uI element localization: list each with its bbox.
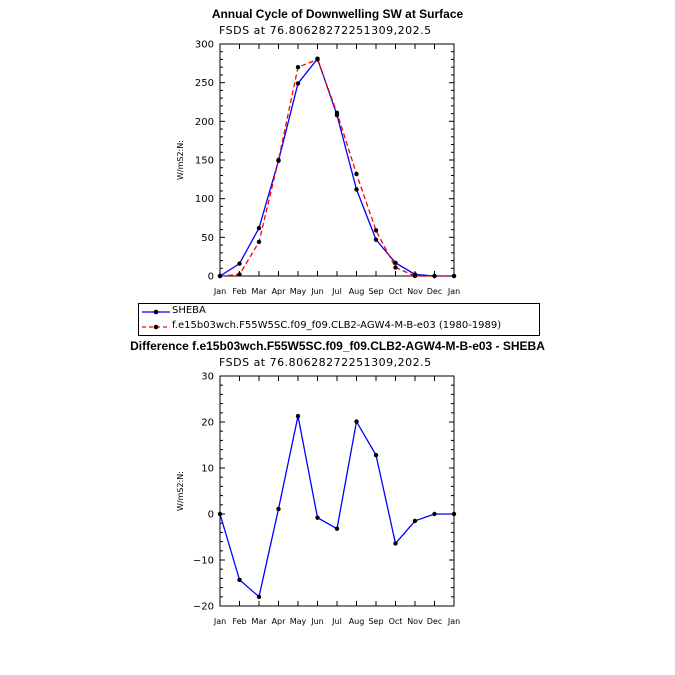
chart2-series-1-point bbox=[373, 452, 379, 458]
chart1-series-1-point bbox=[373, 237, 379, 242]
chart2-xtick-label: Jul bbox=[331, 617, 342, 626]
chart1-series-1-point bbox=[256, 225, 262, 231]
chart2-series-1-point bbox=[354, 419, 359, 424]
chart1-xtick-label: Feb bbox=[232, 287, 246, 296]
chart1-xtick-label: Mar bbox=[251, 287, 267, 296]
legend-marker-sheba bbox=[142, 309, 170, 315]
chart1-series-1-point bbox=[354, 187, 359, 192]
chart1-series-2-point bbox=[276, 157, 281, 163]
chart1-ytick-label: 100 bbox=[195, 194, 214, 205]
chart1-series-2-point bbox=[237, 272, 242, 277]
chart1-xtick-label: Dec bbox=[427, 287, 442, 296]
chart2-plot-frame bbox=[219, 375, 455, 607]
chart1-series-1-point bbox=[295, 81, 301, 86]
chart2-series-1-point bbox=[451, 511, 457, 517]
chart1-series-2-point bbox=[295, 65, 301, 70]
chart1-title: Annual Cycle of Downwelling SW at Surfac… bbox=[211, 7, 464, 21]
chart2-series-1-line bbox=[219, 415, 454, 599]
chart2-ytick-label: −20 bbox=[193, 602, 214, 613]
chart1-ytick-label: 300 bbox=[195, 40, 214, 51]
chart1-xtick-label: Apr bbox=[272, 287, 287, 296]
chart2-xtick-label: Jan bbox=[447, 617, 460, 626]
chart2-series-1-point bbox=[217, 511, 223, 517]
chart2-xtick-label: Sep bbox=[368, 617, 383, 626]
chart1-series-2-point bbox=[393, 265, 398, 270]
chart2-xtick-label: Dec bbox=[427, 617, 442, 626]
chart2-xtick-label: Aug bbox=[349, 617, 365, 626]
chart1-series-2-point bbox=[432, 273, 437, 279]
chart1-series-2-line bbox=[219, 58, 454, 277]
chart1-xtick-label: Jan bbox=[213, 287, 226, 296]
chart1-xtick-label: Jun bbox=[310, 287, 324, 296]
chart1-ytick-label: 0 bbox=[208, 272, 214, 283]
chart2-series-1-point bbox=[334, 526, 340, 531]
chart1-xtick-label: Sep bbox=[368, 287, 383, 296]
chart2-xtick-label: Feb bbox=[232, 617, 246, 626]
chart1-xtick-label: Oct bbox=[389, 287, 403, 296]
chart1-xtick-label: Nov bbox=[407, 287, 423, 296]
chart1-subtitle: FSDS at 76.80628272251309,202.5 bbox=[219, 24, 432, 37]
chart2-series-1-point bbox=[237, 577, 242, 582]
chart1-series-2-point bbox=[256, 239, 262, 245]
chart1-series-2-point bbox=[412, 273, 418, 279]
chart2-ytick-label: 20 bbox=[201, 418, 214, 429]
chart2-xtick-label: Jun bbox=[310, 617, 324, 626]
chart2-xtick-label: Jan bbox=[213, 617, 226, 626]
chart2-series-1-point bbox=[295, 413, 301, 419]
chart1-series-1-point bbox=[393, 260, 398, 266]
chart2-ytick-label: 30 bbox=[201, 372, 214, 383]
chart2-series-1-point bbox=[315, 515, 320, 520]
chart2-xtick-label: May bbox=[290, 617, 307, 626]
chart1-ylabel: W/mS2:N: bbox=[176, 140, 185, 180]
chart2-series-1-point bbox=[256, 594, 262, 599]
legend-item-sheba: SHEBA bbox=[139, 305, 537, 319]
chart1-xtick-label: Jul bbox=[331, 287, 342, 296]
chart2-subtitle: FSDS at 76.80628272251309,202.5 bbox=[219, 356, 432, 369]
legend-label-model: f.e15b03wch.F55W5SC.f09_f09.CLB2-AGW4-M-… bbox=[172, 320, 502, 331]
chart1-series-2-point bbox=[315, 57, 320, 62]
chart2-ytick-label: −10 bbox=[193, 556, 214, 567]
chart1-plot-frame bbox=[219, 43, 455, 277]
chart1-series-2-point bbox=[217, 273, 223, 279]
chart2-ylabel: W/mS2:N: bbox=[176, 471, 185, 511]
chart2-title: Difference f.e15b03wch.F55W5SC.f09_f09.C… bbox=[130, 339, 545, 353]
chart2-xtick-label: Apr bbox=[272, 617, 287, 626]
chart2-xtick-label: Mar bbox=[251, 617, 267, 626]
chart2-series-1-point bbox=[412, 518, 418, 524]
chart2-ytick-label: 0 bbox=[208, 510, 214, 521]
chart1-ytick-label: 150 bbox=[195, 156, 214, 167]
chart1-xtick-label: Aug bbox=[349, 287, 365, 296]
legend: SHEBA f.e15b03wch.F55W5SC.f09_f09.CLB2-A… bbox=[138, 303, 540, 336]
chart2-xtick-label: Nov bbox=[407, 617, 423, 626]
chart1-series-2-point bbox=[451, 273, 457, 279]
chart1-series-2-point bbox=[373, 228, 379, 233]
chart1-series-1-point bbox=[237, 261, 242, 266]
chart1-xtick-label: May bbox=[290, 287, 307, 296]
legend-label-sheba: SHEBA bbox=[172, 305, 206, 316]
chart1-series-2-point bbox=[334, 110, 340, 116]
chart1-xtick-label: Jan bbox=[447, 287, 460, 296]
chart2-series-1-point bbox=[276, 506, 281, 512]
chart1-ytick-label: 50 bbox=[201, 233, 214, 244]
chart2-xtick-label: Oct bbox=[389, 617, 403, 626]
chart1-series-1-line bbox=[219, 57, 454, 277]
chart2-series-1-point bbox=[432, 511, 437, 517]
chart2-ytick-label: 10 bbox=[201, 464, 214, 475]
chart2-series-1-point bbox=[393, 541, 398, 546]
legend-item-model: f.e15b03wch.F55W5SC.f09_f09.CLB2-AGW4-M-… bbox=[139, 320, 537, 334]
chart1-ytick-label: 250 bbox=[195, 78, 214, 89]
chart1-series-2-point bbox=[354, 171, 359, 177]
legend-marker-model bbox=[142, 324, 170, 330]
chart1-ytick-label: 200 bbox=[195, 117, 214, 128]
